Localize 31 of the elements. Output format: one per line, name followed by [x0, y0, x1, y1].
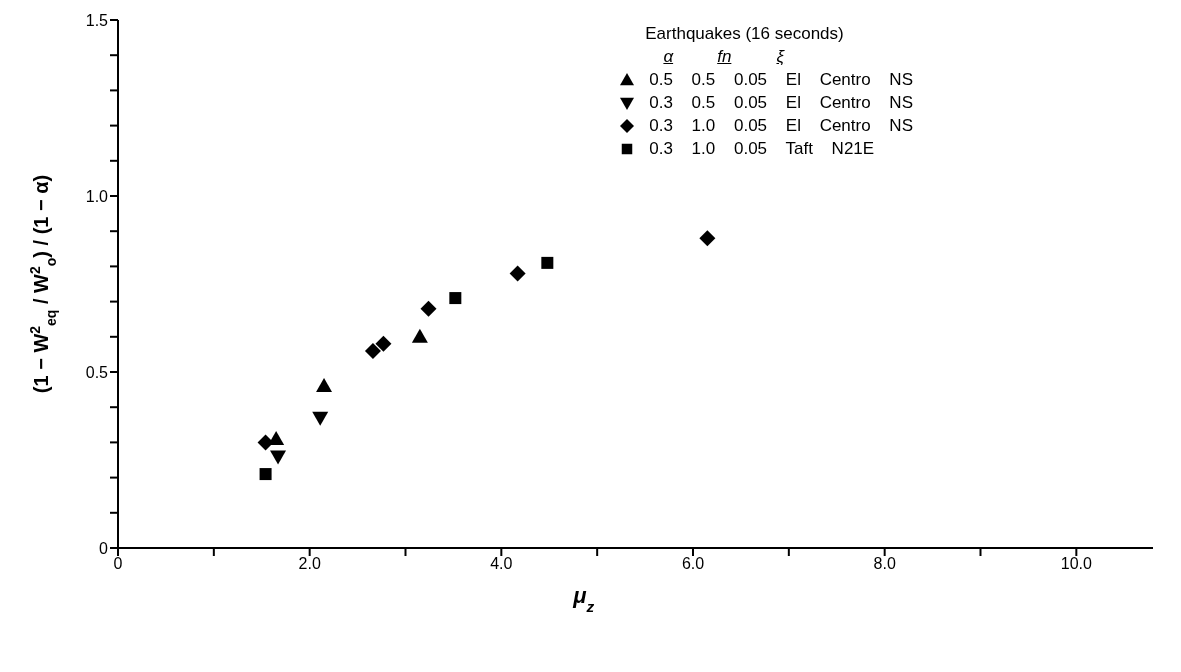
- point: [699, 230, 716, 247]
- annotation: ξ: [775, 46, 786, 68]
- point: [541, 256, 554, 269]
- y-tick-label: 0: [99, 539, 109, 557]
- x-tick-label: 4.0: [490, 555, 513, 573]
- legend-title: Earthquakes (16 seconds): [644, 23, 845, 45]
- annotation: fn: [716, 46, 733, 68]
- y-tick-label: 1.5: [85, 11, 109, 29]
- point: [259, 468, 272, 481]
- x-tick-label: 2.0: [298, 555, 321, 573]
- legend-label: 0.5 0.5 0.05 El Centro NS: [649, 69, 913, 91]
- point: [270, 450, 287, 465]
- x-tick-label: 6.0: [681, 555, 705, 573]
- x-tick-label: 8.0: [873, 555, 896, 573]
- point: [449, 292, 462, 305]
- legend-label: 0.3 1.0 0.05 El Centro NS: [649, 115, 913, 137]
- x-axis-title: μ$_{z}$: [572, 583, 595, 615]
- annotation: α: [662, 46, 675, 68]
- x-tick-label: 10.0: [1060, 555, 1093, 573]
- point: [509, 265, 526, 282]
- point: [312, 411, 329, 426]
- point: [375, 335, 392, 352]
- legend-label: 0.3 0.5 0.05 El Centro NS: [649, 92, 913, 114]
- point: [316, 378, 333, 393]
- y-tick-label: 0.5: [85, 363, 109, 381]
- x-tick-label: 0: [113, 555, 123, 573]
- y-tick-label: 1.0: [85, 187, 109, 205]
- legend-label: 0.3 1.0 0.05 Taft N21E: [649, 138, 875, 160]
- point: [420, 300, 437, 317]
- point: [411, 328, 428, 343]
- point: [364, 342, 381, 359]
